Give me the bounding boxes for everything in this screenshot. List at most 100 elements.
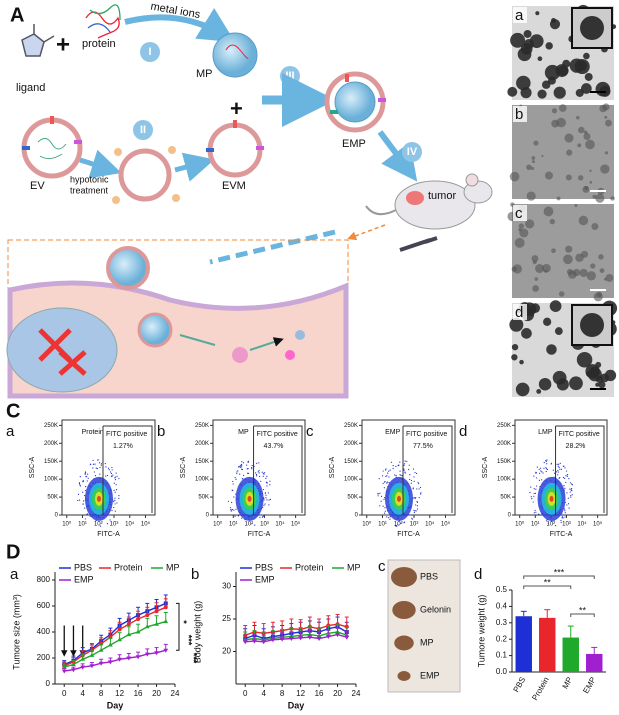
event-dot [83, 494, 86, 497]
y-axis-label: Tumore size (mm³) [11, 594, 21, 670]
event-dot [545, 460, 547, 462]
event-dot [545, 468, 548, 470]
y-tick-label: 100K [497, 477, 511, 483]
particle [525, 219, 535, 229]
x-tick-label: 10⁰ [362, 521, 372, 528]
event-dot [251, 464, 253, 467]
event-dot [82, 480, 84, 482]
event-dot [235, 478, 237, 480]
event-dot [413, 480, 415, 482]
event-dot [564, 487, 566, 489]
y-tick-label: 0 [508, 513, 512, 519]
y-tick-label: 250K [195, 423, 209, 429]
particle [604, 151, 609, 155]
event-dot [79, 476, 81, 478]
significance: *** [554, 567, 565, 577]
event-dot [233, 496, 235, 498]
event-dot [398, 464, 400, 466]
x-axis-label: FITC-A [248, 531, 271, 538]
event-dot [115, 484, 117, 486]
x-axis-label: FITC-A [397, 531, 420, 538]
particle [599, 268, 605, 273]
event-dot [385, 469, 387, 471]
schematic: A ligand + protein metal ions I MP + III… [6, 1, 493, 399]
y-axis-label: Tumore weight (g) [476, 595, 486, 668]
x-tick-label: 10³ [260, 522, 269, 528]
event-dot [265, 477, 267, 479]
gate [102, 425, 153, 513]
x-tick-label: 10¹ [78, 522, 87, 528]
event-dot [569, 482, 571, 484]
y-axis-label: SSC-A [329, 456, 336, 478]
event-dot [236, 471, 238, 473]
particle [541, 154, 544, 158]
particle [598, 254, 604, 260]
legend-label: PBS [255, 562, 273, 572]
event-dot [413, 496, 415, 499]
x-tick-label: PBS [512, 676, 528, 694]
y-axis-label: Body weight (g) [192, 601, 202, 664]
plot-title: LMP [538, 429, 553, 436]
y-tick-label: 0 [355, 513, 359, 519]
event-dot [255, 472, 257, 474]
particle [580, 313, 604, 337]
event-dot [568, 478, 570, 480]
event-dot [106, 523, 109, 525]
event-dot [543, 467, 545, 469]
y-tick-label: 0 [206, 513, 210, 519]
event-dot [545, 459, 547, 462]
arrow [377, 130, 418, 182]
x-tick-label: 10⁰ [213, 521, 223, 528]
legend-label: MP [347, 562, 361, 572]
event-dot [232, 480, 234, 483]
event-dot [546, 468, 549, 471]
particle [600, 164, 610, 174]
y-tick-label: 150K [344, 459, 358, 465]
event-dot [386, 516, 388, 518]
event-dot [113, 506, 115, 509]
particle [576, 115, 580, 120]
point [98, 661, 104, 666]
event-dot [570, 495, 572, 497]
event-dot [568, 507, 570, 509]
panel-letter: d [459, 423, 467, 440]
event-dot [530, 486, 532, 488]
event-dot [234, 476, 236, 479]
event-dot [246, 464, 248, 466]
event-dot [385, 468, 387, 470]
event-dot [77, 493, 80, 495]
x-tick-label: 10² [94, 522, 103, 528]
event-dot [541, 479, 543, 481]
point [135, 655, 141, 660]
particle [533, 140, 539, 146]
point [316, 637, 322, 641]
particle [590, 263, 596, 269]
particle [556, 117, 566, 128]
event-dot [560, 522, 562, 524]
event-dot [241, 517, 243, 519]
particle [521, 328, 532, 339]
event-dot [397, 524, 399, 526]
x-tick-label: 10⁴ [425, 521, 435, 528]
event-dot [236, 473, 238, 475]
point [154, 609, 159, 614]
event-dot [564, 508, 566, 510]
y-tick-label: 50K [47, 495, 58, 501]
event-dot [562, 476, 565, 479]
event-dot [543, 461, 545, 464]
particle [546, 344, 557, 355]
y-axis-label: SSC-A [29, 456, 36, 478]
particle [541, 80, 551, 89]
x-tick-label: 10¹ [378, 522, 387, 528]
event-dot [411, 518, 413, 520]
event-dot [566, 504, 568, 506]
event-dot [114, 503, 116, 505]
event-dot [566, 473, 569, 476]
particle [583, 130, 588, 135]
point [98, 647, 104, 652]
particle [595, 81, 611, 97]
legend-label: EMP [255, 574, 275, 584]
tumor [391, 567, 417, 587]
positive-percent: 28.2% [566, 443, 586, 450]
event-dot [392, 467, 394, 470]
